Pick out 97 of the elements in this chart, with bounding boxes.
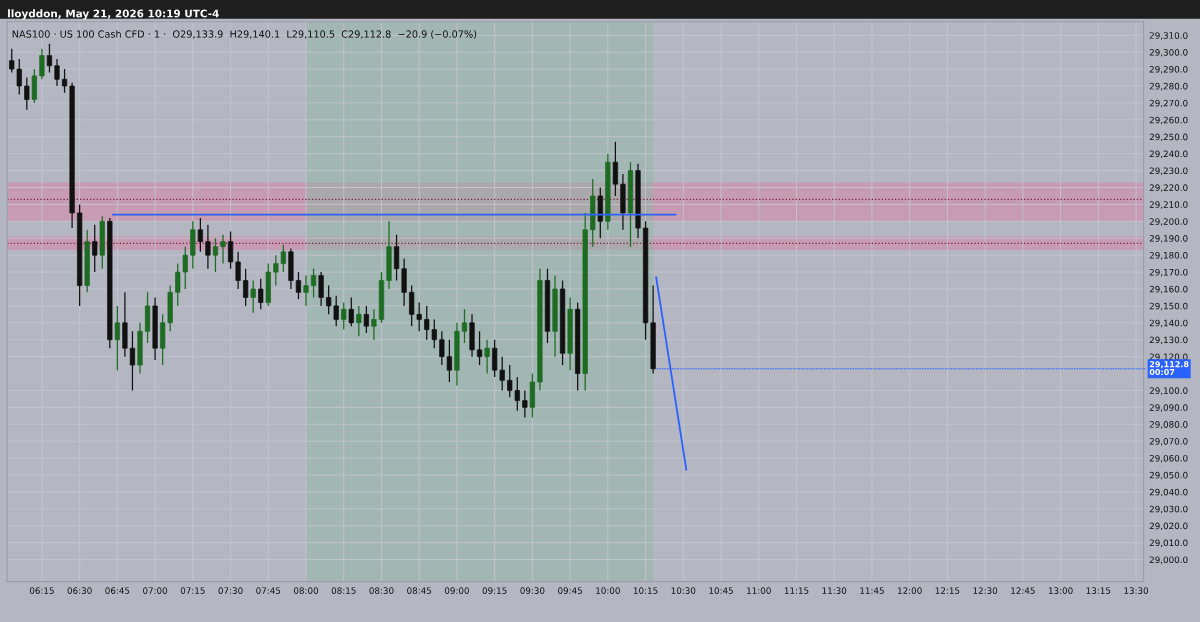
candlestick [24,76,30,111]
y-tick-label: 29,100.0 [1149,387,1188,395]
candlestick [318,271,324,307]
candlestick [46,43,53,74]
candlestick [484,339,490,375]
candlestick [129,330,136,392]
x-tick-label: 11:30 [822,587,847,594]
candlestick [295,271,302,300]
x-tick-label: 10:30 [671,587,696,594]
candlestick [303,274,309,307]
y-tick-label: 29,040.0 [1149,488,1188,497]
y-tick-label: 29,280.0 [1149,82,1188,91]
y-tick-label: 29,210.0 [1149,201,1188,209]
x-tick-label: 10:00 [596,587,620,594]
candlestick [235,251,241,290]
x-tick-label: 12:00 [898,587,922,594]
y-tick-label: 29,240.0 [1149,150,1188,159]
x-tick-label: 13:15 [1086,587,1111,594]
x-tick-label: 06:15 [29,587,54,594]
candlestick [212,237,219,273]
x-tick-label: 11:15 [784,587,809,594]
x-tick-label: 13:00 [1048,587,1073,594]
candlestick [197,217,203,253]
y-tick-label: 29,030.0 [1149,505,1188,514]
y-tick-label: 29,250.0 [1149,133,1188,142]
candlestick [348,296,354,327]
x-tick-label: 08:30 [369,587,394,594]
x-tick-label: 07:45 [256,587,281,594]
y-tick-label: 29,130.0 [1149,336,1188,345]
y-tick-label: 29,300.0 [1149,49,1188,57]
y-tick-label: 29,290.0 [1149,65,1188,74]
candlestick [356,305,362,337]
y-tick-label: 29,050.0 [1149,471,1188,480]
x-tick-label: 12:30 [973,587,998,594]
candlestick [258,278,264,310]
candlestick [401,257,407,307]
x-tick-label: 09:45 [558,587,582,594]
x-tick-label: 10:45 [709,587,733,594]
x-tick-label: 07:15 [180,587,205,594]
candlestick [461,308,468,344]
y-tick-label: 29,160.0 [1149,285,1188,294]
x-tick-label: 09:15 [482,587,507,594]
candlestick [250,279,256,314]
y-tick-label: 29,180.0 [1149,251,1188,260]
y-tick-label: 29,270.0 [1149,99,1188,108]
y-tick-label: 29,200.0 [1149,218,1188,226]
x-tick-label: 13:30 [1124,587,1149,594]
candlestick [371,308,377,341]
candlestick [243,268,249,307]
y-tick-label: 29,090.0 [1149,404,1188,412]
y-tick-label: 29,230.0 [1149,167,1188,175]
y-tick-label: 29,080.0 [1149,421,1188,429]
x-tick-label: 12:45 [1011,587,1035,594]
chart-title: lloyddon, May 21, 2026 10:19 UTC-4 [8,9,219,20]
candlestick [341,301,347,331]
y-tick-label: 29,010.0 [1149,539,1188,548]
text: NAS100 · US 100 Cash CFD · 1 · O29,133.9 H29,140.1 L29,110.5 C29,112.8 −20.9 (−0.07%) [12,30,477,39]
x-tick-label: 06:30 [67,587,92,594]
x-tick-label: 08:15 [331,587,356,594]
x-tick-label: 10:15 [633,587,658,594]
candlestick [612,141,619,197]
y-tick-label: 29,020.0 [1149,522,1188,531]
x-tick-label: 07:00 [143,587,168,594]
candlestick [363,305,369,334]
candlestick [205,224,211,270]
annotation: 29,112.8 00:07 [1149,361,1189,376]
candlestick [310,268,317,299]
x-tick-label: 08:00 [293,587,319,594]
candlestick [393,234,400,282]
candlestick [476,330,483,366]
candlestick [522,389,528,419]
x-tick-label: 07:30 [218,587,243,594]
candlestick [114,305,120,371]
candlestick [61,68,68,94]
x-tick-label: 11:00 [747,587,771,594]
y-tick-label: 29,170.0 [1149,268,1188,277]
y-tick-label: 29,140.0 [1149,319,1188,328]
y-tick-label: 29,190.0 [1149,235,1188,243]
candlestick [54,58,60,87]
x-tick-label: 12:15 [935,587,960,594]
y-tick-label: 29,000.0 [1149,556,1188,564]
x-tick-label: 06:45 [105,587,130,594]
x-tick-label: 09:00 [444,587,469,594]
y-tick-label: 29,060.0 [1149,454,1188,463]
y-tick-label: 29,310.0 [1149,32,1188,40]
y-tick-label: 29,220.0 [1149,184,1188,192]
y-tick-label: 29,260.0 [1149,116,1188,125]
candlestick [227,230,234,270]
candlestick [31,68,37,104]
candlestick [92,224,98,273]
x-tick-label: 11:45 [860,587,884,594]
candlestick [39,48,45,80]
x-tick-label: 09:30 [520,587,545,594]
x-tick-label: 08:45 [407,587,432,594]
candlestick [220,234,226,265]
y-tick-label: 29,150.0 [1149,302,1188,311]
y-tick-label: 29,070.0 [1149,438,1188,446]
